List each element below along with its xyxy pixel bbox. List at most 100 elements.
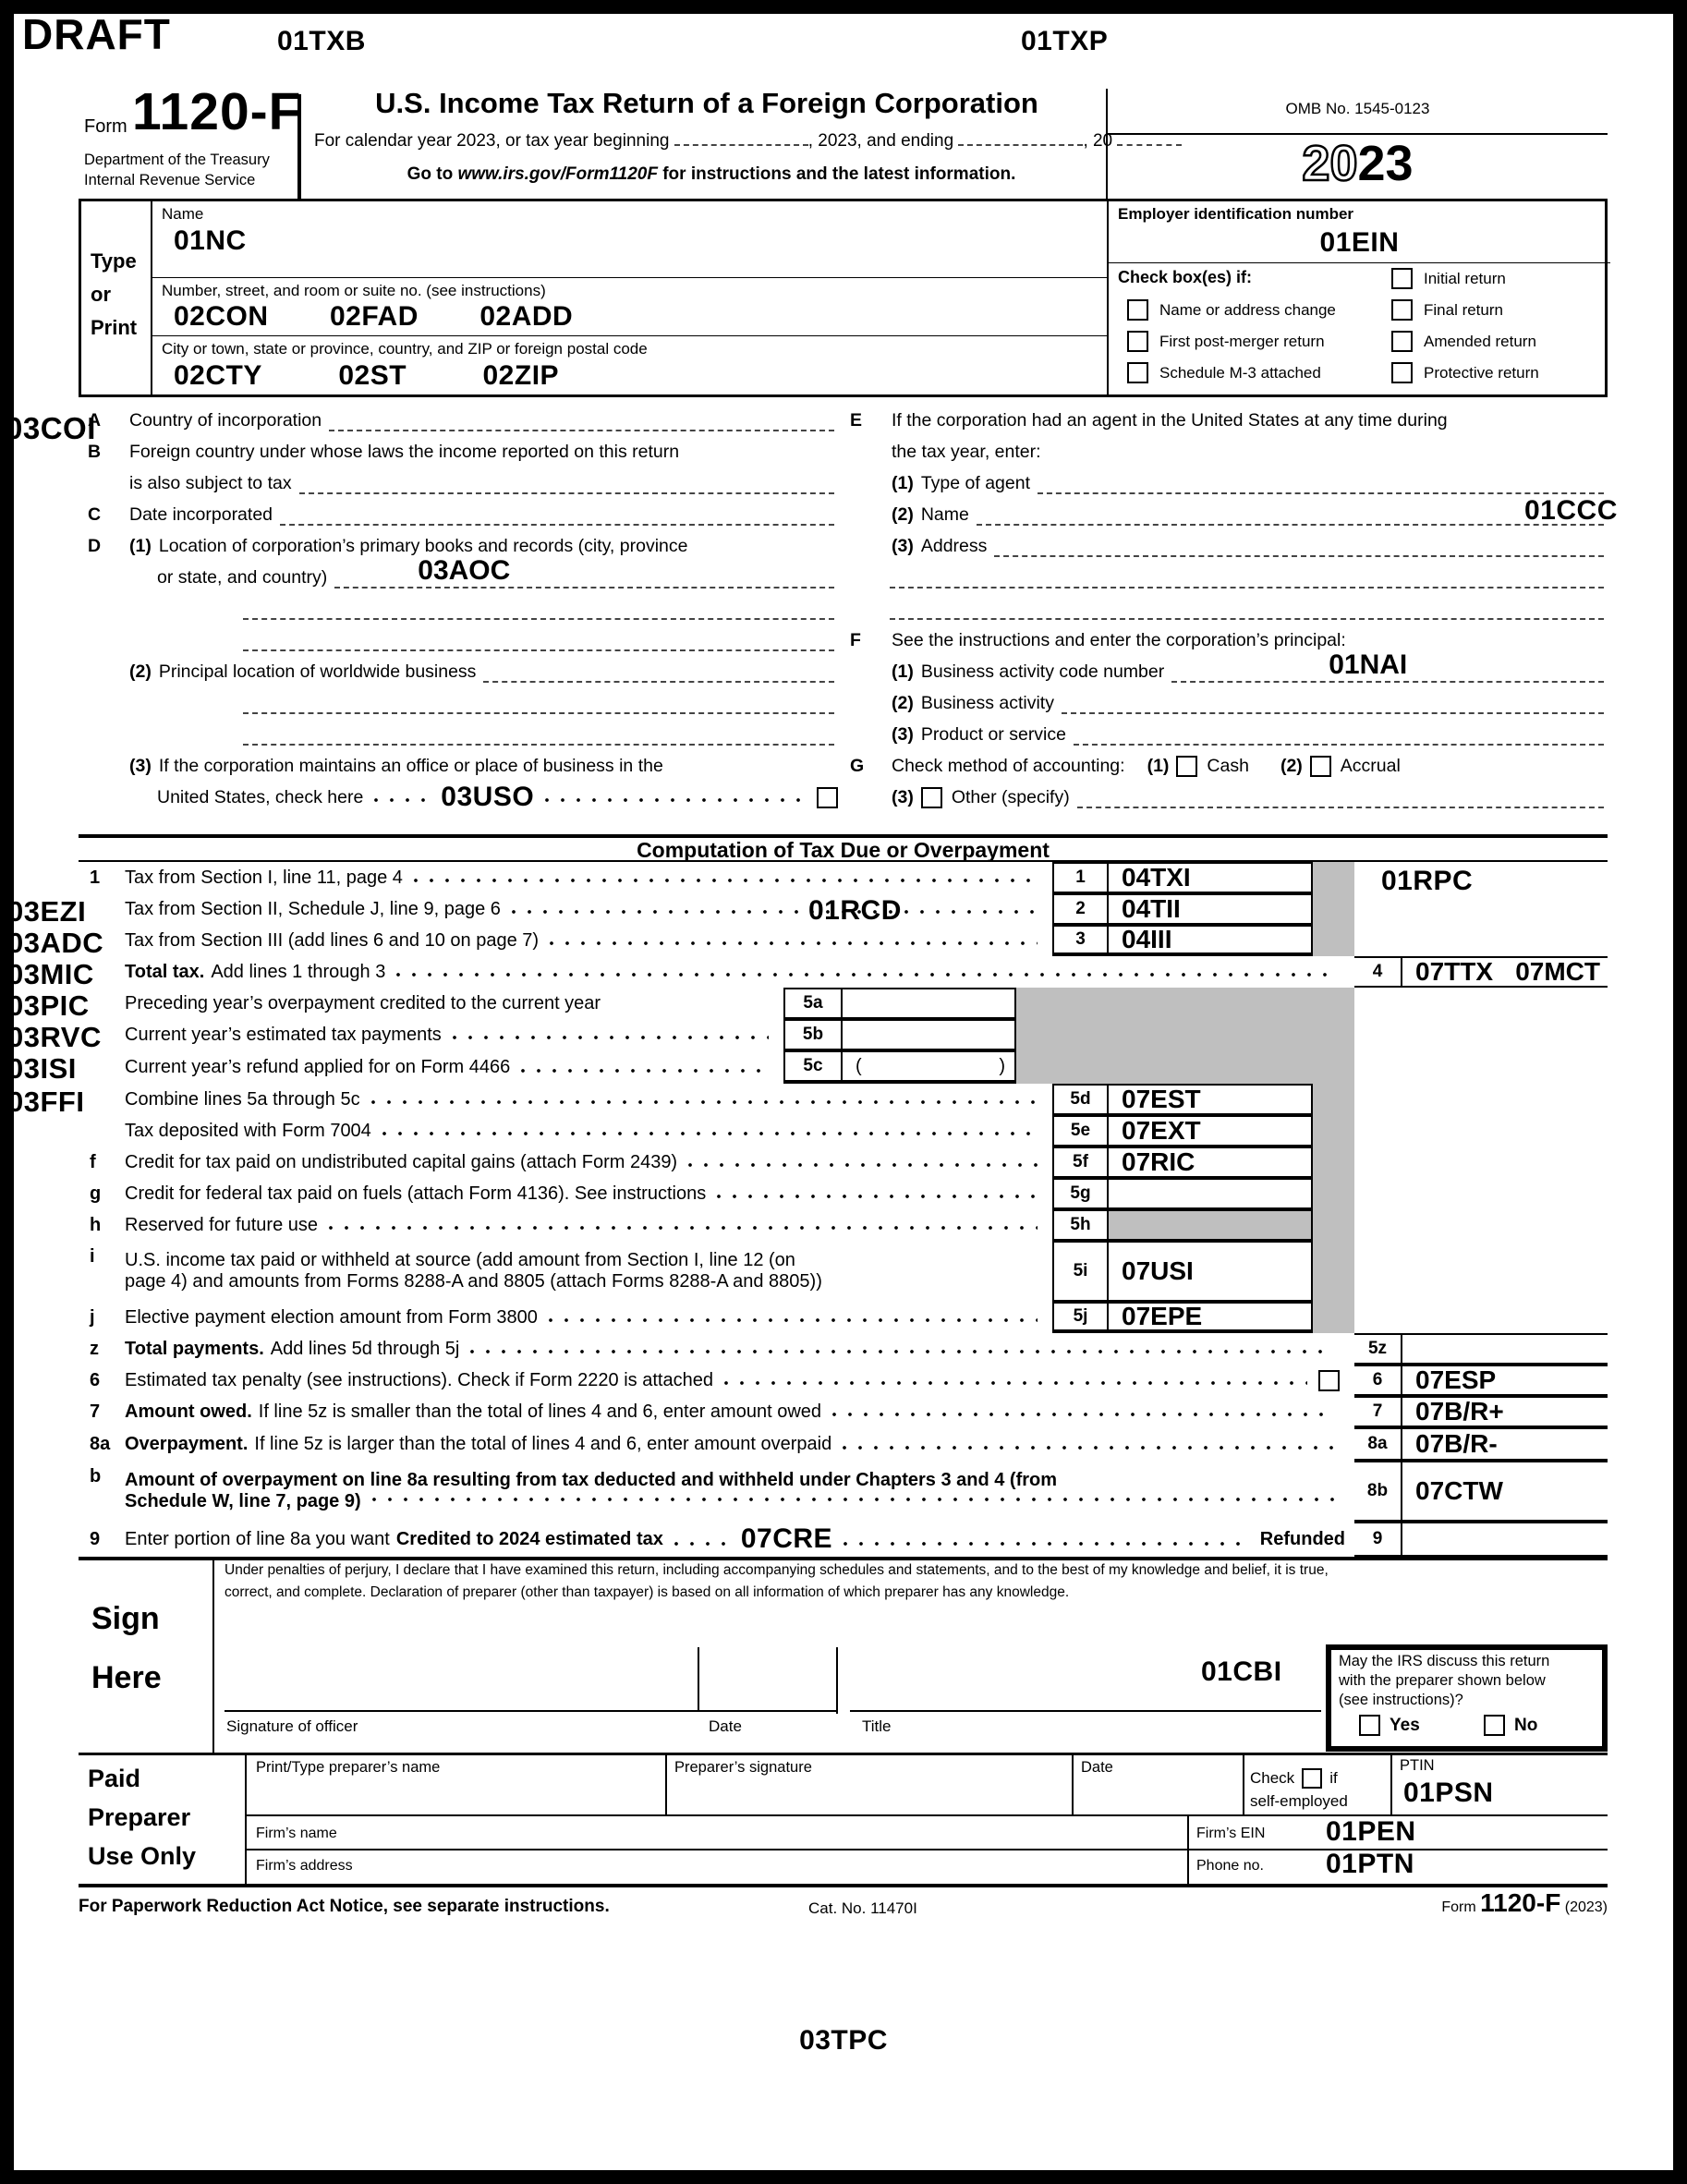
- name-address-change-checkbox[interactable]: [1127, 299, 1148, 321]
- cash-method-checkbox[interactable]: [1176, 755, 1198, 777]
- agent-address-field-cont[interactable]: [890, 594, 1604, 620]
- worldwide-business-field[interactable]: [483, 657, 834, 683]
- officer-signature-line[interactable]: [225, 1710, 698, 1712]
- check-word: Check: [1250, 1769, 1295, 1787]
- line-5e-amount[interactable]: 07EXT: [1122, 1117, 1201, 1145]
- box-number: 9: [1354, 1523, 1402, 1555]
- line-2-amount[interactable]: 04TII: [1122, 895, 1181, 923]
- self-employed-label: self-employed: [1250, 1792, 1348, 1810]
- line-number: 7: [90, 1401, 101, 1422]
- line-5g-label: Credit for federal tax paid on fuels (at…: [125, 1183, 707, 1204]
- line-6-amount[interactable]: 07ESP: [1415, 1366, 1497, 1394]
- line-5g-amount[interactable]: [1109, 1180, 1311, 1207]
- comp-row-5e: Tax deposited with Form 7004 5e 07EXT: [79, 1115, 1608, 1147]
- line-5b-amount[interactable]: [843, 1021, 1014, 1049]
- preparer-word: Preparer: [88, 1803, 191, 1831]
- schedule-m3-checkbox[interactable]: [1127, 362, 1148, 383]
- type-of-agent-field[interactable]: [1038, 468, 1604, 494]
- business-code-label: Business activity code number: [920, 661, 1165, 682]
- business-activity-field[interactable]: [1061, 688, 1604, 714]
- firm-ein-label: Firm’s EIN: [1196, 1826, 1266, 1841]
- first-post-merger-checkbox[interactable]: [1127, 331, 1148, 352]
- us-office-checkbox[interactable]: [817, 786, 838, 808]
- line-5z-amount[interactable]: [1402, 1335, 1608, 1363]
- amended-return-checkbox[interactable]: [1391, 331, 1413, 352]
- dot-leader: [844, 1542, 1249, 1546]
- line-5d-amount[interactable]: 07EST: [1122, 1086, 1201, 1113]
- dot-leader: [521, 1069, 769, 1073]
- box-number: 5z: [1354, 1335, 1402, 1363]
- section-letter: F: [850, 629, 861, 650]
- amount-code: 07TTX: [1415, 958, 1494, 986]
- line-number: g: [90, 1183, 102, 1204]
- initial-return-checkbox[interactable]: [1391, 268, 1413, 289]
- section-d1-line2: or state, and country) 03AOC: [88, 555, 838, 593]
- phone-value[interactable]: 01PTN: [1326, 1849, 1414, 1879]
- section-e3: (3) Address: [850, 530, 1608, 562]
- preparer-divider: [245, 1755, 247, 1884]
- ein-value[interactable]: 01EIN: [1319, 227, 1400, 258]
- agent-name-field[interactable]: [976, 500, 1604, 526]
- section-letter: G: [850, 755, 865, 776]
- line-1-amount[interactable]: 04TXI: [1122, 864, 1191, 892]
- line-5i-amount[interactable]: 07USI: [1122, 1256, 1194, 1285]
- accrual-label: Accrual: [1340, 755, 1401, 776]
- discuss-yes-checkbox[interactable]: [1359, 1715, 1380, 1736]
- dot-leader: [545, 798, 806, 802]
- section-d2: (2) Principal location of worldwide busi…: [88, 656, 838, 687]
- line-5a-amount[interactable]: [843, 989, 1014, 1017]
- self-employed-checkbox[interactable]: [1302, 1768, 1323, 1789]
- box-number: 6: [1354, 1366, 1402, 1394]
- ptin-value[interactable]: 01PSN: [1403, 1778, 1494, 1808]
- country-of-incorporation-field[interactable]: [329, 406, 834, 431]
- firm-ein-value[interactable]: 01PEN: [1326, 1816, 1416, 1847]
- line-8b-amount[interactable]: 07CTW: [1415, 1476, 1503, 1505]
- sections-left-col: A Country of incorporation B Foreign cou…: [88, 405, 838, 813]
- city-value[interactable]: 02CTY 02ST 02ZIP: [174, 360, 559, 392]
- accrual-method-checkbox[interactable]: [1309, 755, 1331, 777]
- line-5f-amount[interactable]: 07RIC: [1122, 1148, 1195, 1176]
- protective-return-checkbox[interactable]: [1391, 362, 1413, 383]
- line-5j-amount[interactable]: 07EPE: [1122, 1304, 1203, 1329]
- comp-row-3: Tax from Section III (add lines 6 and 10…: [79, 925, 1608, 956]
- date-bracket-left: [698, 1647, 699, 1712]
- business-code-field[interactable]: 01NAI: [1171, 649, 1604, 683]
- title-line[interactable]: [850, 1710, 1321, 1712]
- books-records-field[interactable]: 03AOC: [334, 555, 834, 588]
- foreign-country-field[interactable]: [298, 468, 834, 494]
- box-number: 5c: [785, 1052, 843, 1080]
- worldwide-business-field-cont[interactable]: [243, 720, 834, 746]
- line-7-amount[interactable]: 07B/R+: [1415, 1398, 1504, 1426]
- books-records-field-cont[interactable]: [243, 594, 834, 620]
- agent-address-field[interactable]: [994, 531, 1604, 557]
- tax-year-end-yy-field[interactable]: [1117, 144, 1183, 146]
- line-4-amount[interactable]: 07TTX 07MCT: [1402, 958, 1608, 986]
- comp-row-4: Total tax. Add lines 1 through 3 4 07TTX 0…: [79, 956, 1608, 988]
- tax-year-begin-field[interactable]: [674, 144, 808, 146]
- form-2220-checkbox[interactable]: [1318, 1369, 1340, 1391]
- box-number: 8b: [1354, 1462, 1402, 1520]
- line-3-amount[interactable]: 04III: [1122, 927, 1172, 952]
- section-d1-line1: D (1) Location of corporation’s primary …: [88, 530, 838, 562]
- street-value[interactable]: 02CON 02FAD 02ADD: [174, 301, 573, 333]
- product-service-field[interactable]: [1074, 720, 1604, 746]
- date-incorporated-field[interactable]: [280, 500, 834, 526]
- ptin-label: PTIN: [1400, 1757, 1435, 1774]
- final-return-checkbox[interactable]: [1391, 299, 1413, 321]
- other-method-checkbox[interactable]: [920, 786, 942, 808]
- line-9-amount[interactable]: [1402, 1523, 1608, 1555]
- name-value[interactable]: 01NC: [174, 225, 247, 256]
- worldwide-business-field-cont[interactable]: [243, 688, 834, 714]
- discuss-no-checkbox[interactable]: [1484, 1715, 1505, 1736]
- line-8a-amount[interactable]: 07B/R-: [1415, 1429, 1498, 1458]
- tax-year-end-field[interactable]: [958, 144, 1084, 146]
- books-records-field-cont[interactable]: [243, 625, 834, 651]
- agent-address-field-cont[interactable]: [890, 563, 1604, 588]
- date-line[interactable]: [698, 1710, 838, 1712]
- shaded-cell: [1313, 1084, 1354, 1115]
- line-5c-amount[interactable]: (): [843, 1052, 1014, 1080]
- line-8a-box: 8a 07B/R-: [1354, 1427, 1608, 1461]
- comp-row-5j: j Elective payment election amount from …: [79, 1302, 1608, 1333]
- section-d3-label1: If the corporation maintains an office o…: [158, 755, 663, 776]
- other-specify-field[interactable]: [1076, 783, 1604, 808]
